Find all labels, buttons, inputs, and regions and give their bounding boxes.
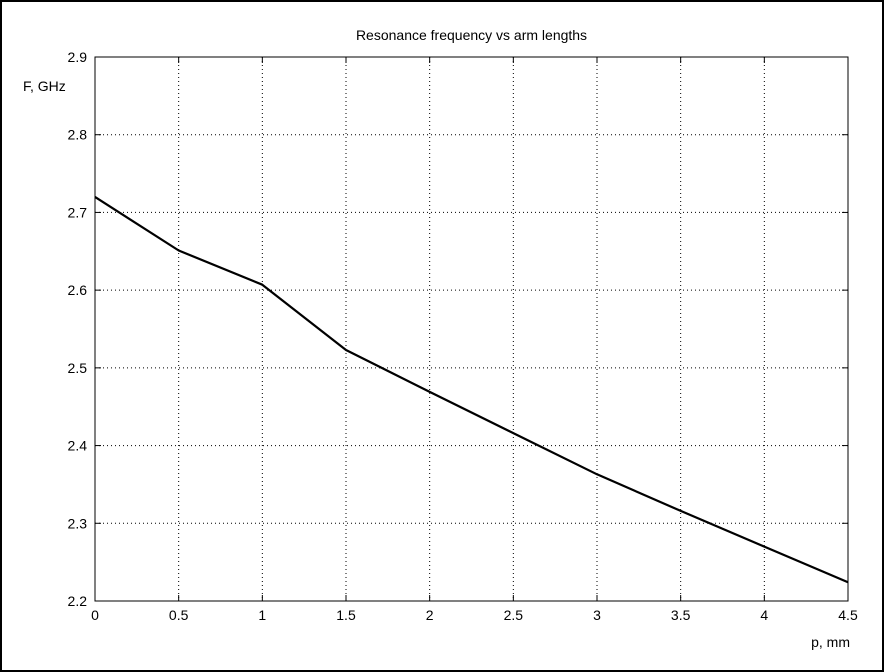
x-tick-label: 3.5	[671, 607, 691, 623]
x-tick-label: 3	[593, 607, 601, 623]
axis-ticks: 0 0.5 1 1.5 2 2.5 3 3.5 4 4.5 2.2 2.3 2.4 2.5 2.6 2.7 2.…	[68, 49, 858, 623]
y-tick-label: 2.3	[68, 515, 88, 531]
x-tick-label: 4	[760, 607, 768, 623]
y-tick-label: 2.4	[68, 438, 88, 454]
x-tick-label: 2.5	[504, 607, 524, 623]
x-tick-label: 0.5	[169, 607, 189, 623]
x-tick-label: 1.5	[336, 607, 356, 623]
y-tick-label: 2.8	[68, 127, 88, 143]
series-lines	[94, 195, 849, 584]
x-tick-label: 1	[258, 607, 266, 623]
x-tick-label: 0	[91, 607, 99, 623]
x-tick-label: 2	[426, 607, 434, 623]
y-tick-label: 2.2	[68, 593, 88, 609]
y-tick-label: 2.5	[68, 360, 88, 376]
series-line	[94, 195, 849, 584]
y-tick-label: 2.9	[68, 49, 88, 65]
x-axis-label: p, mm	[811, 634, 850, 650]
y-tick-label: 2.6	[68, 282, 88, 298]
x-tick-label: 4.5	[838, 607, 858, 623]
grid-lines	[95, 57, 848, 601]
chart-title: Resonance frequency vs arm lengths	[356, 27, 587, 43]
y-tick-label: 2.7	[68, 204, 88, 220]
y-axis-label: F, GHz	[23, 78, 66, 94]
plot-area	[94, 56, 849, 602]
